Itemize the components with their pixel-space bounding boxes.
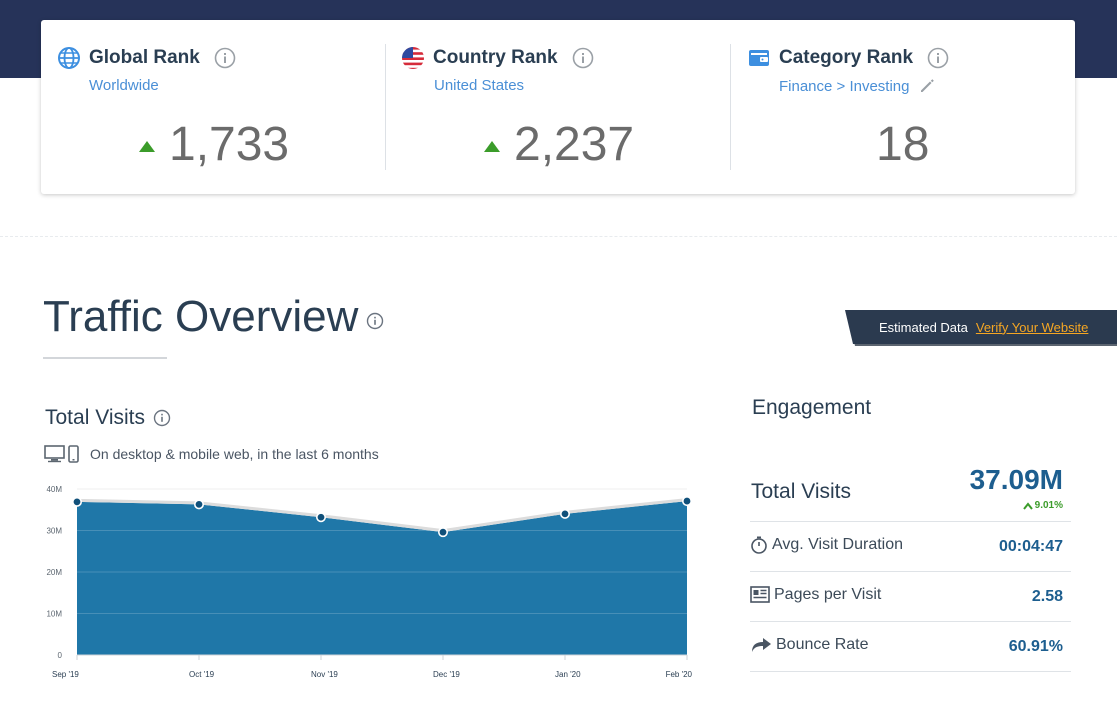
trend-up-icon — [484, 140, 500, 152]
global-rank-scope: Worldwide — [89, 77, 159, 94]
country-rank-number: 2,237 — [514, 117, 635, 171]
country-rank-title: Country Rank — [433, 47, 558, 68]
global-rank-header: Global Rank — [57, 46, 236, 70]
info-icon[interactable] — [153, 409, 171, 427]
category-rank-number: 18 — [876, 117, 930, 171]
engagement-total-visits-row: Total Visits 37.09M 9.01% — [750, 460, 1071, 522]
total-visits-delta-value: 9.01% — [1034, 500, 1063, 511]
stopwatch-icon — [750, 536, 768, 554]
avg-visit-duration-label: Avg. Visit Duration — [750, 536, 903, 554]
wallet-icon — [747, 46, 771, 70]
total-visits-heading: Total Visits — [45, 406, 171, 430]
estimated-data-text: Estimated Data Verify Your Website — [879, 310, 1088, 344]
y-tick-label: 20M — [46, 568, 62, 577]
y-tick-label: 0 — [58, 651, 63, 660]
total-visits-chart: 0 10M 20M 30M 40M Sep '19 Oct '19 Nov '19 Dec '1… — [46, 485, 693, 679]
category-rank-title: Category Rank — [779, 47, 914, 68]
pages-per-visit-label: Pages per Visit — [750, 586, 881, 604]
bounce-rate-label: Bounce Rate — [750, 636, 869, 654]
us-flag-icon — [401, 46, 425, 70]
data-point — [71, 496, 82, 507]
y-tick-label: 40M — [46, 485, 62, 494]
global-rank-title: Global Rank — [89, 47, 200, 68]
x-tick-label: Jan '20 — [555, 670, 581, 679]
category-rank-section: Category Rank Finance > Investing 18 — [731, 20, 1076, 194]
total-visits-value: 37.09M — [969, 464, 1063, 495]
country-rank-scope[interactable]: United States — [434, 77, 525, 94]
pencil-icon[interactable] — [918, 77, 936, 95]
y-tick-label: 10M — [46, 610, 62, 619]
data-point — [194, 499, 205, 510]
country-rank-section: Country Rank United States 2,237 — [386, 20, 731, 194]
global-rank-subtitle: Worldwide — [89, 77, 159, 94]
country-rank-header: Country Rank — [401, 46, 594, 70]
divider — [730, 44, 731, 170]
verify-website-link[interactable]: Verify Your Website — [975, 319, 1089, 335]
total-visits-label-text: Total Visits — [751, 480, 851, 503]
bounce-arrow-icon — [750, 636, 772, 654]
x-tick-label: Oct '19 — [189, 670, 215, 679]
area-fill — [77, 501, 687, 655]
total-visits-scope: On desktop & mobile web, in the last 6 m… — [90, 446, 379, 462]
section-divider — [0, 236, 1117, 237]
divider — [385, 44, 386, 170]
info-icon[interactable] — [572, 47, 594, 69]
engagement-row: Pages per Visit 2.58 — [750, 572, 1071, 622]
engagement-row: Bounce Rate 60.91% — [750, 622, 1071, 672]
rank-card: Global Rank Worldwide 1,733 Country Rank… — [41, 20, 1075, 194]
category-rank-value: 18 — [876, 116, 929, 172]
info-icon[interactable] — [214, 47, 236, 69]
chevron-up-icon — [1022, 501, 1033, 510]
x-tick-label: Feb '20 — [666, 670, 693, 679]
category-rank-scope[interactable]: Finance > Investing — [779, 77, 910, 95]
title-underline — [43, 357, 167, 359]
estimated-data-label: Estimated Data — [879, 319, 968, 335]
pages-icon — [750, 586, 770, 604]
bounce-rate-text: Bounce Rate — [776, 636, 869, 653]
globe-icon — [57, 46, 81, 70]
info-icon[interactable] — [927, 47, 949, 69]
avg-visit-duration-text: Avg. Visit Duration — [772, 536, 904, 553]
engagement-title: Engagement — [752, 396, 872, 419]
traffic-overview-title: Traffic Overview — [43, 292, 359, 341]
global-rank-section: Global Rank Worldwide 1,733 — [41, 20, 386, 194]
pages-per-visit-value: 2.58 — [1031, 588, 1063, 605]
data-point — [681, 496, 692, 507]
estimated-data-banner: Estimated Data Verify Your Website — [845, 310, 1117, 346]
data-point — [315, 512, 326, 523]
data-point — [437, 527, 448, 538]
info-icon[interactable] — [366, 312, 384, 330]
y-tick-label: 30M — [46, 527, 62, 536]
country-rank-subtitle[interactable]: United States — [434, 77, 524, 94]
category-rank-subtitle[interactable]: Finance > Investing — [779, 77, 936, 95]
data-point — [559, 508, 570, 519]
category-rank-header: Category Rank — [747, 46, 949, 70]
global-rank-value: 1,733 — [139, 116, 289, 172]
country-rank-value: 2,237 — [484, 116, 634, 172]
pages-per-visit-text: Pages per Visit — [774, 586, 882, 603]
engagement-total-visits-label: Total Visits — [751, 480, 851, 504]
avg-visit-duration-value: 00:04:47 — [998, 538, 1063, 555]
total-visits-delta: 9.01% — [1022, 500, 1063, 511]
bounce-rate-value: 60.91% — [1008, 638, 1063, 655]
series-line — [76, 498, 688, 533]
x-tick-label: Nov '19 — [311, 670, 338, 679]
traffic-overview-heading: Traffic Overview — [43, 292, 384, 342]
total-visits-title: Total Visits — [45, 406, 145, 429]
x-tick-label: Dec '19 — [433, 670, 460, 679]
trend-up-icon — [139, 140, 155, 152]
engagement-row: Avg. Visit Duration 00:04:47 — [750, 522, 1071, 572]
total-visits-subtitle: On desktop & mobile web, in the last 6 m… — [44, 445, 379, 463]
desktop-mobile-icon — [44, 445, 80, 463]
global-rank-number: 1,733 — [169, 117, 290, 171]
x-tick-label: Sep '19 — [52, 670, 79, 679]
